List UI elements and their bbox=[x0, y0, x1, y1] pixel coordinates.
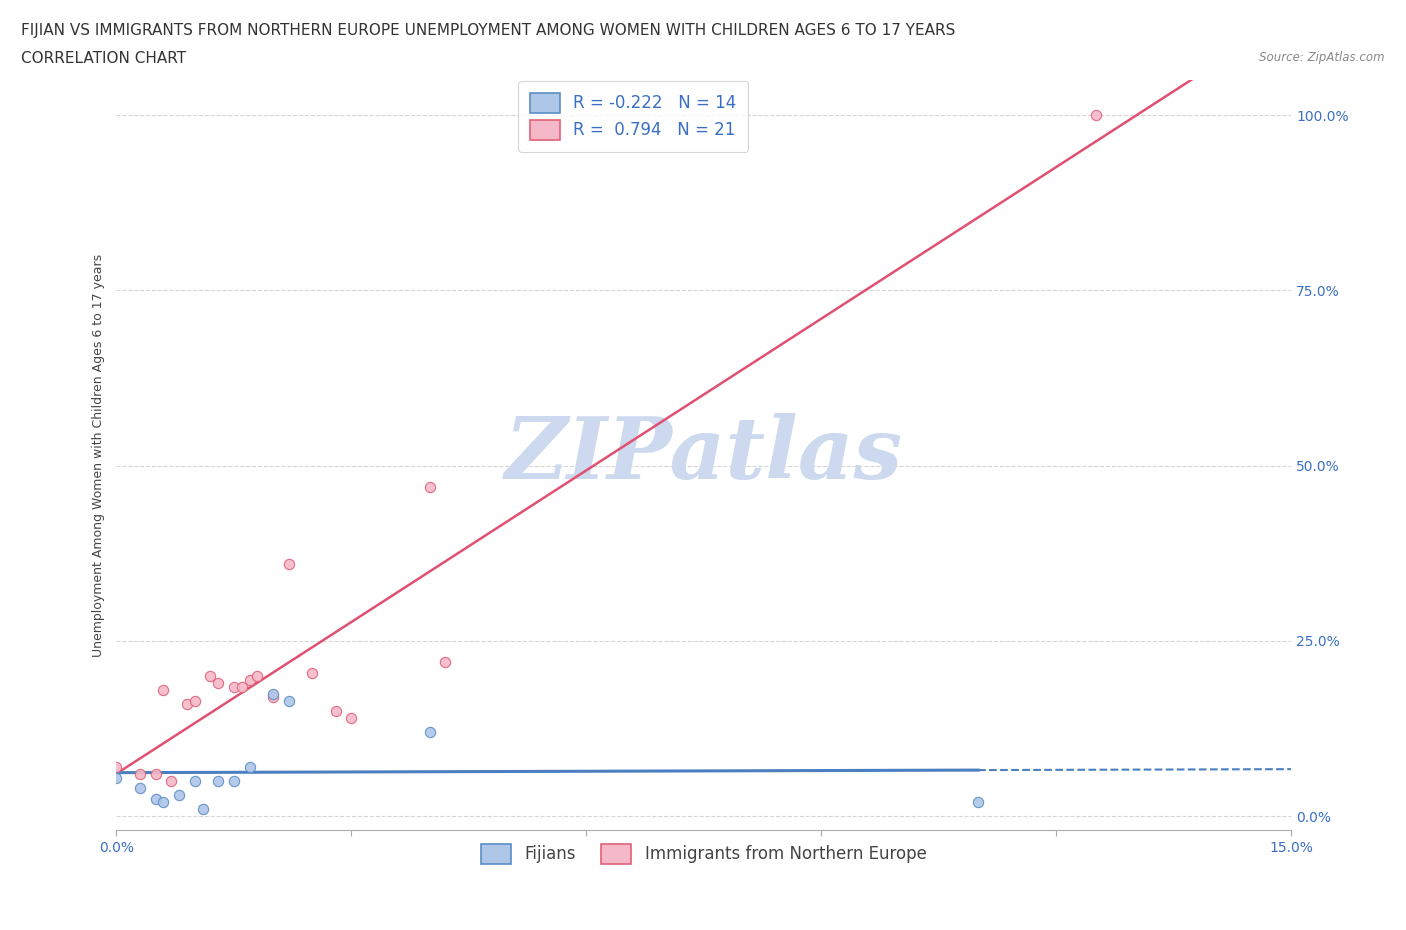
Point bbox=[160, 774, 183, 789]
Point bbox=[262, 690, 284, 705]
Point bbox=[145, 791, 167, 806]
Point bbox=[184, 693, 207, 708]
Point bbox=[239, 760, 262, 775]
Y-axis label: Unemployment Among Women with Children Ages 6 to 17 years: Unemployment Among Women with Children A… bbox=[93, 254, 105, 657]
Point bbox=[239, 672, 262, 687]
Point bbox=[301, 665, 323, 680]
Point bbox=[340, 711, 363, 725]
Point bbox=[129, 781, 152, 796]
Point bbox=[207, 675, 229, 690]
Point bbox=[167, 788, 190, 803]
Point bbox=[207, 774, 229, 789]
Point bbox=[434, 655, 457, 670]
Legend: Fijians, Immigrants from Northern Europe: Fijians, Immigrants from Northern Europe bbox=[475, 837, 934, 870]
Text: Source: ZipAtlas.com: Source: ZipAtlas.com bbox=[1260, 51, 1385, 64]
Point bbox=[1084, 108, 1107, 123]
Point bbox=[105, 760, 128, 775]
Point bbox=[152, 795, 174, 810]
Point bbox=[277, 693, 299, 708]
Point bbox=[231, 679, 253, 694]
Point bbox=[419, 724, 441, 739]
Point bbox=[262, 686, 284, 701]
Point bbox=[246, 669, 269, 684]
Point bbox=[176, 697, 198, 711]
Point bbox=[325, 704, 347, 719]
Point bbox=[191, 802, 214, 817]
Point bbox=[152, 683, 174, 698]
Point bbox=[200, 669, 222, 684]
Point bbox=[129, 766, 152, 781]
Point bbox=[277, 556, 299, 571]
Text: ZIPatlas: ZIPatlas bbox=[505, 414, 903, 497]
Point bbox=[184, 774, 207, 789]
Point bbox=[222, 679, 245, 694]
Point bbox=[222, 774, 245, 789]
Text: CORRELATION CHART: CORRELATION CHART bbox=[21, 51, 186, 66]
Text: FIJIAN VS IMMIGRANTS FROM NORTHERN EUROPE UNEMPLOYMENT AMONG WOMEN WITH CHILDREN: FIJIAN VS IMMIGRANTS FROM NORTHERN EUROP… bbox=[21, 23, 956, 38]
Point bbox=[145, 766, 167, 781]
Point bbox=[419, 479, 441, 494]
Point bbox=[967, 795, 990, 810]
Point bbox=[105, 770, 128, 785]
